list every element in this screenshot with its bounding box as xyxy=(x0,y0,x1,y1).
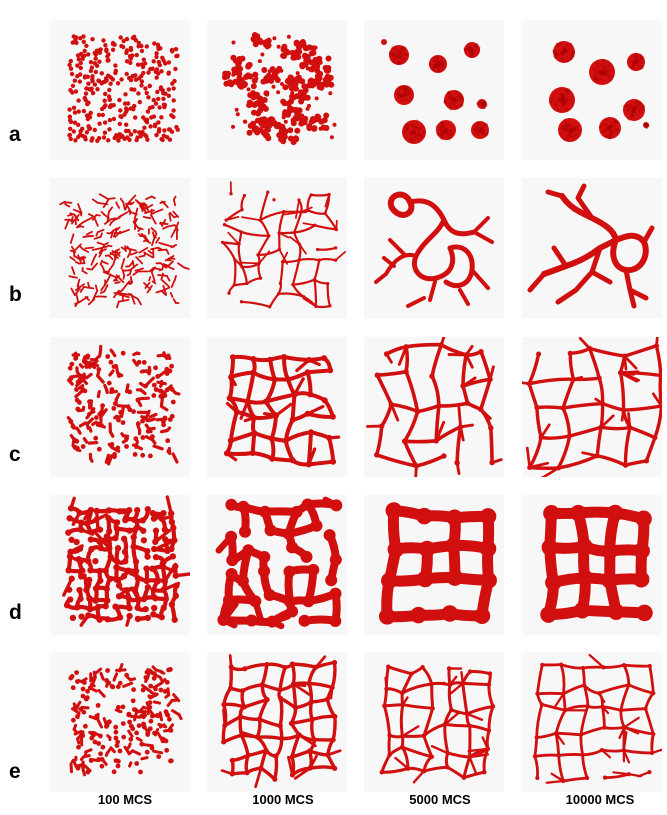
column-label-1000-mcs: 1000 MCS xyxy=(252,792,314,807)
snapshot-c-5000-mcs xyxy=(364,337,504,477)
snapshot-b-5000-mcs xyxy=(364,178,504,318)
snapshot-c-1000-mcs xyxy=(207,337,347,477)
snapshot-d-1000-mcs xyxy=(207,495,347,635)
row-label-b: b xyxy=(9,283,22,306)
row-label-d: d xyxy=(9,601,22,624)
row-label-a: a xyxy=(9,123,21,146)
row-label-e: e xyxy=(9,760,21,783)
snapshot-e-100-mcs xyxy=(50,652,190,792)
snapshot-d-10000-mcs xyxy=(522,495,662,635)
snapshot-b-10000-mcs xyxy=(522,178,662,318)
row-label-c: c xyxy=(9,443,21,466)
snapshot-a-10000-mcs xyxy=(522,20,662,160)
snapshot-c-10000-mcs xyxy=(522,337,662,477)
snapshot-c-100-mcs xyxy=(50,337,190,477)
snapshot-b-1000-mcs xyxy=(207,178,347,318)
snapshot-b-100-mcs xyxy=(50,178,190,318)
snapshot-e-10000-mcs xyxy=(522,652,662,792)
snapshot-a-100-mcs xyxy=(50,20,190,160)
snapshot-d-100-mcs xyxy=(50,495,190,635)
snapshot-d-5000-mcs xyxy=(364,495,504,635)
column-label-10000-mcs: 10000 MCS xyxy=(565,792,635,807)
snapshot-e-5000-mcs xyxy=(364,652,504,792)
snapshot-a-1000-mcs xyxy=(207,20,347,160)
column-label-5000-mcs: 5000 MCS xyxy=(409,792,471,807)
snapshot-e-1000-mcs xyxy=(207,652,347,792)
column-label-100-mcs: 100 MCS xyxy=(97,792,153,807)
snapshot-a-5000-mcs xyxy=(364,20,504,160)
